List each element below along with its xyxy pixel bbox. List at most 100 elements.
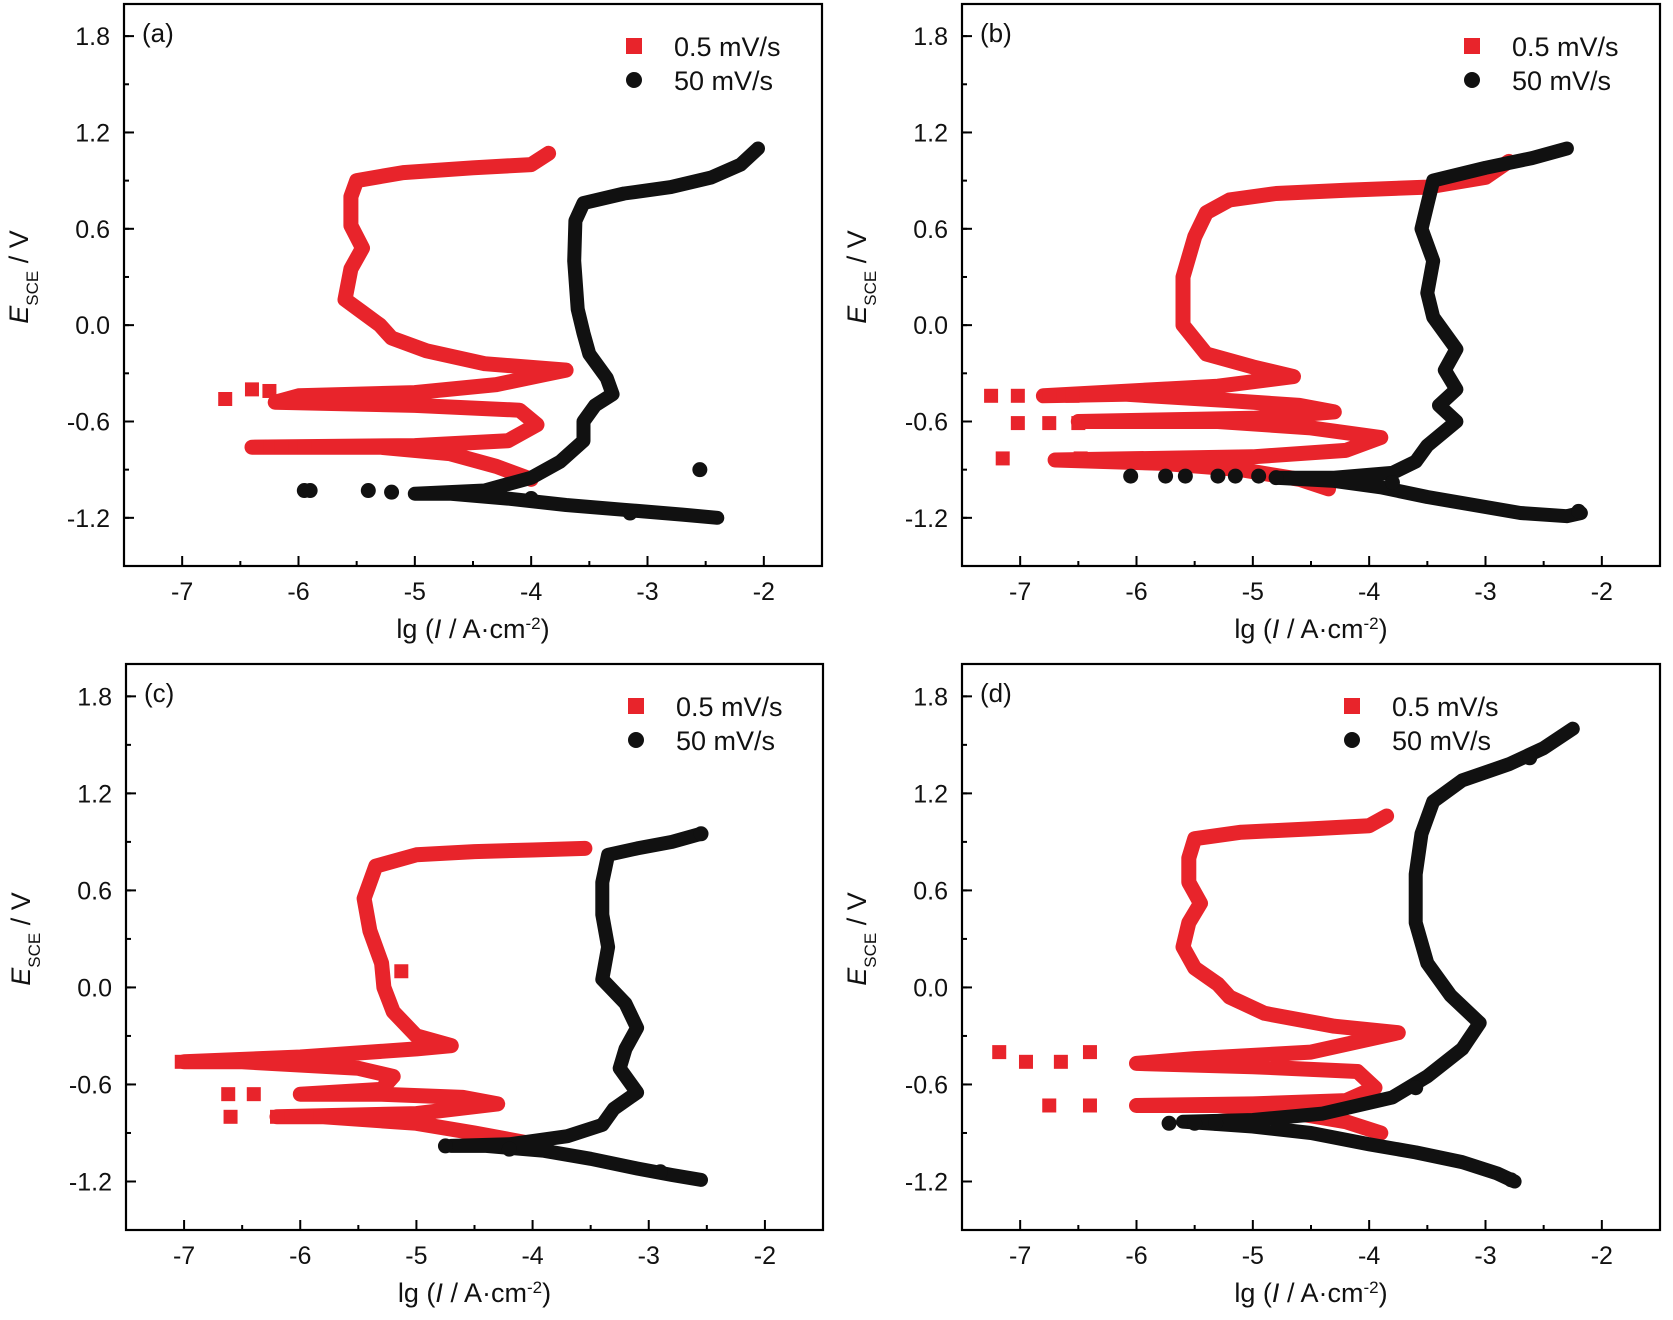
data-point [1042,1098,1057,1113]
x-tick-label: -3 [1474,1242,1496,1270]
legend-label: 50 mV/s [1512,66,1611,96]
data-point [1082,1098,1097,1113]
data-point [1065,388,1080,403]
x-axis-title: lg (I / A·cm-2) [398,1278,551,1309]
series-slow-scan [174,840,593,1151]
plot-area [984,141,1588,524]
legend: 0.5 mV/s 50 mV/s [1344,692,1499,756]
x-tick-label: -5 [405,1242,427,1270]
legend: 0.5 mV/s 50 mV/s [1464,32,1619,96]
y-tick-label: 1.8 [913,683,948,711]
data-point [1187,1115,1203,1131]
data-point [501,1141,517,1157]
plot-area [174,826,709,1187]
legend: 0.5 mV/s 50 mV/s [628,692,783,756]
data-point [360,483,376,499]
data-point [394,964,409,979]
x-title-exponent: -2 [1363,1278,1378,1297]
x-title-unit: / A·cm [443,1278,527,1308]
y-tick-label: 0.6 [913,216,948,244]
series-fast-scan [437,826,709,1187]
y-tick-label: 0.6 [913,877,948,905]
data-point [174,1054,189,1069]
data-point [1268,470,1284,486]
series-curve [1269,141,1588,524]
x-title-unit: / A·cm [441,614,525,644]
data-point [1010,388,1025,403]
data-point [692,462,708,478]
x-title-variable: I [1272,614,1280,644]
legend-circle-marker [628,732,644,748]
legend-circle-marker [1464,72,1480,88]
y-tick-label: 0.6 [77,877,112,905]
chart-panel: -7 -6 -5 -4 -3 -2 1.8 1.2 0.6 0.0 -0.6 -1.2 lg (I / … [842,662,1662,1308]
data-point [1571,503,1587,519]
panel-label: (c) [144,678,174,708]
plot-area [992,721,1580,1189]
x-tick-label: -2 [1591,578,1613,606]
x-axis-title: lg (I / A·cm-2) [396,614,549,645]
y-tick-label: 0.6 [75,216,110,244]
x-tick-label: -6 [287,578,309,606]
legend-square-marker [1344,698,1360,714]
data-point [1384,475,1400,491]
y-title-variable: E [842,967,872,986]
y-tick-label: -0.6 [67,408,110,436]
panel-label: (a) [142,18,174,48]
x-title-suffix: ) [1379,1278,1388,1308]
data-point [274,440,289,455]
data-point [1123,468,1139,484]
y-axis-title: ESCE / V [842,892,880,986]
series-curve [1035,153,1517,497]
x-tick-label: -2 [753,578,775,606]
y-title-unit: / V [4,230,34,271]
x-title-suffix: ) [542,1278,551,1308]
y-title-unit: / V [842,892,872,933]
x-tick-label: -2 [754,1242,776,1270]
x-tick-label: -6 [289,1242,311,1270]
y-tick-label: 0.0 [913,312,948,340]
y-tick-label: 1.2 [913,119,948,147]
data-point [1042,388,1057,403]
y-tick-label: -1.2 [905,505,948,533]
x-axis-title: lg (I / A·cm-2) [1234,614,1387,645]
legend-label: 0.5 mV/s [1392,692,1499,722]
data-point [1010,416,1025,431]
series-curve [444,826,708,1187]
x-title-prefix: lg ( [1234,1278,1272,1308]
x-title-prefix: lg ( [398,1278,436,1308]
data-point [1082,1045,1097,1060]
y-axis-title: ESCE / V [6,892,44,986]
x-title-variable: I [435,1278,443,1308]
data-point [384,484,400,500]
series-curve [1176,721,1580,1189]
chart-panel: -7 -6 -5 -4 -3 -2 1.8 1.2 0.6 0.0 -0.6 -1.2 lg (I / … [842,2,1662,645]
series-fast-scan [1161,721,1580,1189]
data-point [1251,468,1267,484]
series-slow-scan [992,808,1406,1141]
x-tick-label: -4 [1358,578,1380,606]
x-tick-label: -5 [1242,1242,1264,1270]
y-tick-label: 1.8 [75,23,110,51]
data-point [1018,1054,1033,1069]
y-tick-label: 0.0 [77,974,112,1002]
x-title-exponent: -2 [525,614,540,633]
series-fast-scan [1123,141,1588,524]
panel-label: (b) [980,18,1012,48]
x-tick-label: -3 [636,578,658,606]
y-tick-label: -0.6 [69,1071,112,1099]
x-tick-label: -5 [404,578,426,606]
data-point [1071,416,1086,431]
data-point [218,392,233,407]
y-tick-label: 1.8 [77,683,112,711]
data-point [1503,1172,1519,1188]
legend-label: 0.5 mV/s [674,32,781,62]
data-point [1208,1115,1224,1131]
y-tick-label: -1.2 [905,1168,948,1196]
x-title-variable: I [1272,1278,1280,1308]
legend-label: 50 mV/s [674,66,773,96]
plot-area [218,141,765,525]
data-point [1161,1115,1177,1131]
y-title-subscript: SCE [861,271,880,306]
series-curve [244,145,574,487]
